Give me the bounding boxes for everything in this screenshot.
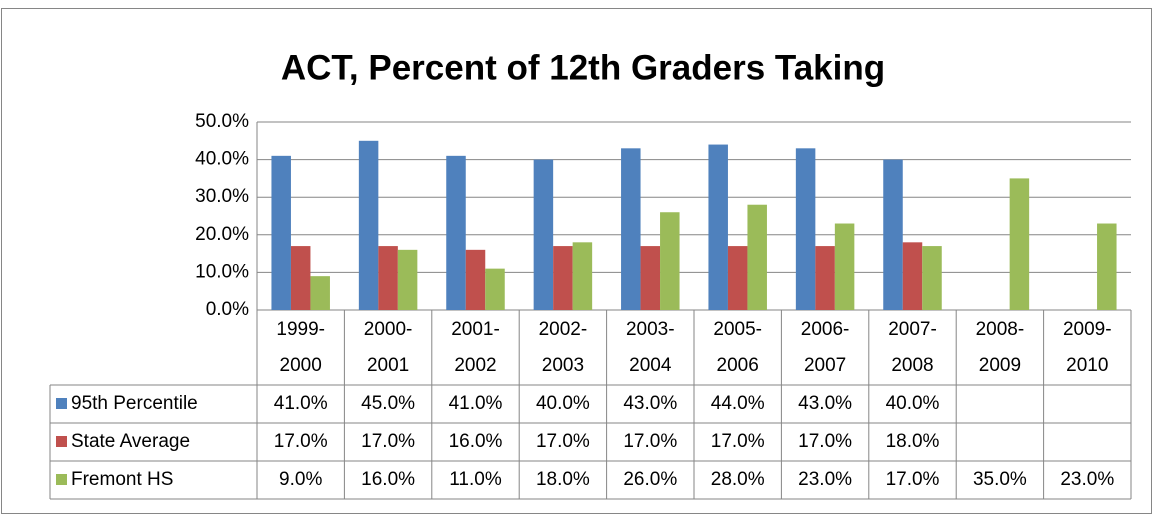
table-value: 35.0%	[973, 469, 1027, 490]
bar	[485, 268, 505, 310]
table-value: 16.0%	[361, 469, 415, 490]
bar	[553, 246, 573, 310]
table-value: 23.0%	[1060, 469, 1114, 490]
bar	[883, 159, 903, 310]
table-value: 43.0%	[798, 393, 852, 414]
bar	[358, 140, 379, 310]
legend-label: 95th Percentile	[71, 393, 198, 414]
chart-title: ACT, Percent of 12th Graders Taking	[281, 48, 885, 87]
table-value: 9.0%	[279, 469, 322, 490]
x-tick-label: 2006-2007	[801, 319, 850, 376]
table-value: 43.0%	[623, 393, 677, 414]
table-value: 45.0%	[361, 393, 415, 414]
y-tick-label: 20.0%	[195, 224, 249, 245]
y-tick-label: 30.0%	[195, 186, 249, 207]
bar	[834, 223, 855, 310]
bar	[621, 148, 641, 310]
y-tick-label: 50.0%	[195, 111, 249, 132]
y-tick-label: 0.0%	[206, 299, 249, 320]
table-value: 40.0%	[886, 393, 940, 414]
table-value: 16.0%	[449, 431, 503, 452]
bar	[310, 276, 330, 310]
table-value: 28.0%	[711, 469, 765, 490]
table-value: 17.0%	[886, 469, 940, 490]
legend-label: Fremont HS	[71, 469, 173, 490]
bar	[572, 242, 593, 310]
bar	[397, 249, 418, 310]
bar	[446, 155, 466, 310]
table-value: 41.0%	[449, 393, 503, 414]
table-value: 44.0%	[711, 393, 765, 414]
table-value: 17.0%	[623, 431, 677, 452]
x-tick-label: 2008-2009	[976, 319, 1025, 376]
bar	[902, 242, 923, 310]
bar	[533, 159, 554, 310]
bar	[378, 246, 398, 310]
table-value: 40.0%	[536, 393, 590, 414]
bar	[660, 212, 680, 310]
table-value: 17.0%	[274, 431, 328, 452]
bar	[271, 155, 291, 310]
x-tick-label: 2003-2004	[626, 319, 675, 376]
table-value: 23.0%	[798, 469, 852, 490]
x-tick-label: 2005-2006	[713, 319, 762, 376]
bar	[815, 246, 835, 310]
table-value: 18.0%	[886, 431, 940, 452]
table-value: 41.0%	[274, 393, 328, 414]
table-value: 17.0%	[361, 431, 415, 452]
x-tick-label: 2007-2008	[888, 319, 937, 376]
x-tick-label: 1999-2000	[276, 319, 325, 376]
x-tick-label: 2002-2003	[539, 319, 588, 376]
x-tick-label: 2000-2001	[364, 319, 413, 376]
legend-key	[56, 474, 67, 485]
y-tick-label: 10.0%	[195, 261, 249, 282]
y-tick-label: 40.0%	[195, 149, 249, 170]
table-value: 11.0%	[449, 469, 502, 490]
legend-key	[56, 398, 67, 409]
table-value: 26.0%	[623, 469, 677, 490]
bar	[290, 246, 311, 310]
table-value: 18.0%	[536, 469, 590, 490]
bar	[465, 249, 486, 310]
bar	[708, 144, 728, 310]
bar	[1097, 223, 1117, 310]
bar	[795, 148, 816, 310]
bar	[1009, 178, 1030, 310]
bar	[727, 246, 748, 310]
bar	[922, 246, 942, 310]
legend-key	[56, 436, 67, 447]
table-value: 17.0%	[711, 431, 765, 452]
x-tick-label: 2001-2002	[451, 319, 500, 376]
bar	[747, 204, 767, 310]
bar	[640, 246, 661, 310]
legend-label: State Average	[71, 431, 190, 452]
table-value: 17.0%	[536, 431, 590, 452]
x-tick-label: 2009-2010	[1063, 319, 1112, 376]
table-value: 17.0%	[798, 431, 852, 452]
